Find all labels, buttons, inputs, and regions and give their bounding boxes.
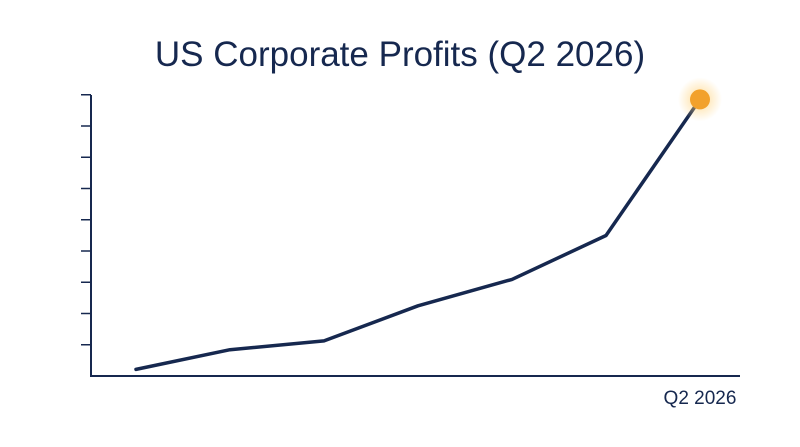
x-tick-label-q2-2026: Q2 2026: [664, 388, 737, 409]
chart-title: US Corporate Profits (Q2 2026): [155, 35, 645, 74]
series-line: [134, 97, 702, 372]
data-point: [134, 367, 138, 371]
series-points: [134, 97, 702, 371]
data-point: [604, 234, 608, 238]
data-point: [228, 348, 232, 352]
y-axis-ticks: [81, 94, 91, 346]
data-point: [322, 339, 326, 343]
data-point: [416, 304, 420, 308]
highlight-point: [690, 89, 710, 110]
data-point: [510, 277, 514, 281]
